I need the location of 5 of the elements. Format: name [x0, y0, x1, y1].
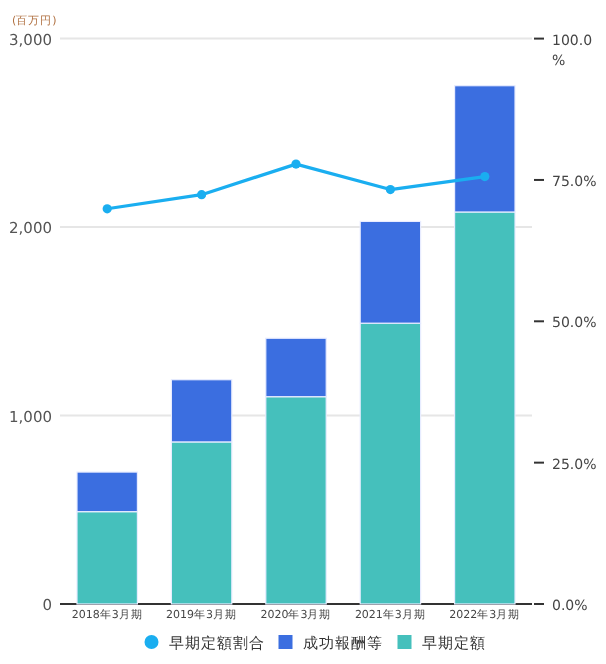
point: [385, 184, 395, 195]
point: [197, 190, 207, 200]
point: [291, 159, 301, 169]
point: [102, 204, 112, 214]
point: [480, 171, 490, 182]
